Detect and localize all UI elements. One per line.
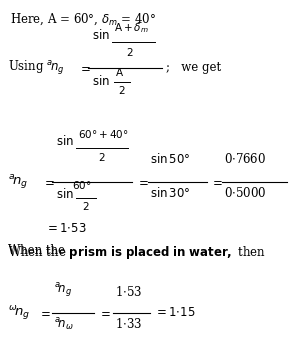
- Text: Here, A = 60$\degree$, $\delta_m$ = 40$\degree$: Here, A = 60$\degree$, $\delta_m$ = 40$\…: [10, 12, 156, 27]
- Text: 1$\cdot$53: 1$\cdot$53: [115, 285, 142, 299]
- Text: $\sin 30°$: $\sin 30°$: [150, 186, 190, 200]
- Text: $^a\!n_g$: $^a\!n_g$: [54, 281, 72, 299]
- Text: $= 1{\cdot}53$: $= 1{\cdot}53$: [45, 222, 87, 235]
- Text: 0$\cdot$7660: 0$\cdot$7660: [224, 152, 266, 166]
- Text: $=$: $=$: [98, 307, 111, 319]
- Text: $\mathrm{A}$: $\mathrm{A}$: [115, 66, 124, 78]
- Text: $60°+40°$: $60°+40°$: [78, 128, 129, 140]
- Text: $^a\!n_g$: $^a\!n_g$: [8, 173, 28, 191]
- Text: $60°$: $60°$: [72, 179, 92, 191]
- Text: When the $\bf{prism\ is\ placed\ in\ water,}$ then: When the $\bf{prism\ is\ placed\ in\ wat…: [8, 244, 266, 261]
- Text: When the: When the: [8, 244, 69, 257]
- Text: 1$\cdot$33: 1$\cdot$33: [115, 317, 142, 331]
- Text: $\mathrm{A}+\delta_m$: $\mathrm{A}+\delta_m$: [114, 21, 149, 35]
- Text: $= 1{\cdot}15$: $= 1{\cdot}15$: [154, 307, 196, 319]
- Text: ;   we get: ; we get: [166, 62, 221, 74]
- Text: $\sin$: $\sin$: [56, 187, 74, 201]
- Text: $\sin$: $\sin$: [92, 28, 110, 42]
- Text: $2$: $2$: [98, 151, 106, 163]
- Text: $=$: $=$: [210, 176, 223, 188]
- Text: $=$: $=$: [42, 176, 55, 188]
- Text: 0$\cdot$5000: 0$\cdot$5000: [224, 186, 266, 200]
- Text: $=$: $=$: [136, 176, 149, 188]
- Text: $2$: $2$: [82, 200, 90, 212]
- Text: $^a\!n_\omega$: $^a\!n_\omega$: [54, 317, 74, 333]
- Text: $\sin$: $\sin$: [56, 134, 74, 148]
- Text: $2$: $2$: [126, 46, 134, 58]
- Text: $2$: $2$: [118, 84, 126, 96]
- Text: Using $^a\!n_g$: Using $^a\!n_g$: [8, 59, 65, 77]
- Text: $=$: $=$: [78, 62, 91, 74]
- Text: $=$: $=$: [38, 307, 51, 319]
- Text: $\sin 50°$: $\sin 50°$: [150, 152, 190, 166]
- Text: $\sin$: $\sin$: [92, 74, 110, 88]
- Text: $^\omega\!n_g$: $^\omega\!n_g$: [8, 304, 30, 322]
